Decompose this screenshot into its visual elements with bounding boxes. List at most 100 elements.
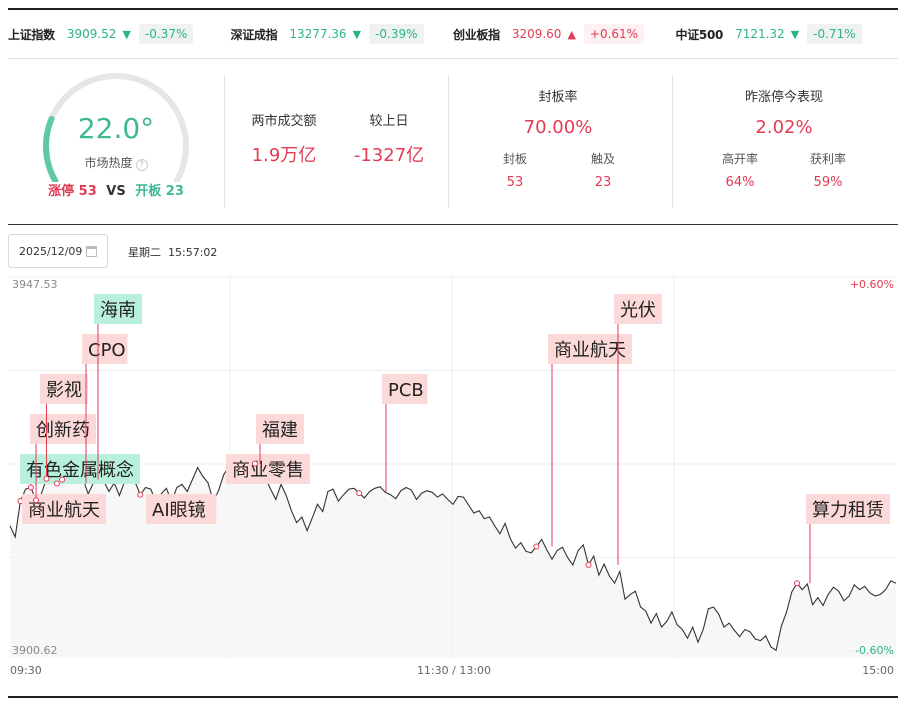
annotation-point (53, 480, 60, 487)
index-value: 3909.52 (66, 27, 117, 41)
annotation-tag[interactable]: 福建 (251, 414, 304, 467)
annotation-point (793, 580, 800, 587)
annotation-tag[interactable]: CPO (53, 334, 128, 487)
annotation-label: 创新药 (36, 420, 90, 441)
date-picker[interactable]: 2025/12/09 (8, 234, 108, 268)
high-open-label: 高开率 (721, 152, 758, 166)
profit-rate: 获利率 59% (800, 150, 856, 190)
open-board-count: 23 (165, 184, 184, 199)
index-value: 7121.32 (735, 27, 785, 41)
seal-rate-value: 70.00% (523, 117, 593, 138)
index-cyb[interactable]: 创业板指 3209.60 ▲ +0.61% (453, 24, 676, 44)
pct-bottom-label: -0.60% (855, 644, 894, 657)
annotation-bg (806, 494, 890, 524)
heat-label-row: 市场热度? (36, 154, 196, 171)
annotation-point (43, 475, 50, 482)
limit-up-label: 涨停 (48, 184, 75, 199)
annotation-tag[interactable]: 商业航天 (533, 334, 632, 550)
annotation-point (33, 497, 40, 504)
annotation-tag[interactable]: 商业航天 (17, 494, 106, 524)
index-value: 3209.60 (511, 27, 562, 41)
index-sz[interactable]: 深证成指 13277.36 ▼ -0.39% (231, 24, 454, 44)
annotation-point (27, 484, 34, 491)
annotation-bg (146, 494, 217, 524)
annotation-tag[interactable]: PCB (356, 374, 428, 497)
index-zz500[interactable]: 中证500 7121.32 ▼ -0.71% (676, 24, 899, 44)
touched-count: 触及 23 (578, 150, 628, 190)
annotation-label: 商业航天 (28, 500, 100, 521)
limit-up-vs-open: 涨停 53 VS 开板 23 (8, 180, 224, 199)
annotation-label: PCB (388, 380, 424, 401)
price-area (10, 463, 896, 658)
touched-label: 触及 (590, 152, 615, 166)
annotation-tag[interactable]: 有色金属概念 (20, 454, 140, 491)
annotation-point (533, 543, 540, 550)
annotation-label: AI眼镜 (152, 500, 206, 521)
annotation-tag[interactable]: 光伏 (585, 294, 662, 568)
sealed-count: 封板 53 (490, 150, 540, 190)
date-bar: 2025/12/09 星期二 15:57:02 (8, 234, 217, 268)
datetime-label: 星期二 15:57:02 (128, 244, 217, 260)
heat-gauge-arc (43, 73, 189, 184)
x-tick-label: 09:30 (10, 664, 42, 677)
vs-prev-value: -1327亿 (353, 145, 425, 166)
y-bottom-label: 3900.62 (12, 644, 58, 657)
annotation-tag[interactable]: AI眼镜 (137, 491, 217, 524)
index-ticker-bar: 上证指数 3909.52 ▼ -0.37% 深证成指 13277.36 ▼ -0… (8, 10, 898, 58)
vs-label: VS (106, 184, 126, 199)
heat-label: 市场热度 (84, 156, 133, 170)
time: 15:57:02 (168, 246, 218, 259)
limit-up-count: 53 (78, 184, 97, 199)
annotation-point (59, 476, 66, 483)
x-tick-label: 11:30 / 13:00 (417, 664, 491, 677)
annotation-label: 海南 (100, 300, 136, 321)
index-name: 上证指数 (8, 27, 55, 42)
market-stats-panel: 22.0° 市场热度? 涨停 53 VS 开板 23 两市成交额 1.9万亿 较… (8, 60, 898, 224)
annotation-point (585, 561, 592, 568)
high-open-rate: 高开率 64% (712, 150, 768, 190)
annotation-bg (256, 414, 304, 444)
annotation-label: 有色金属概念 (26, 459, 134, 481)
annotation-tag[interactable]: 商业零售 (226, 454, 310, 484)
annotation-point (251, 460, 258, 467)
annotation-bg (20, 454, 140, 484)
turnover-value: 1.9万亿 (251, 145, 317, 166)
yesterday-value: 2.02% (755, 117, 813, 138)
question-icon[interactable]: ? (135, 159, 148, 171)
y-top-label: 3947.53 (12, 278, 58, 291)
index-sh[interactable]: 上证指数 3909.52 ▼ -0.37% (8, 24, 231, 44)
profit-rate-value: 59% (813, 175, 843, 190)
annotation-label: 算力租赁 (812, 500, 884, 521)
calendar-icon (86, 246, 97, 257)
seal-rate-title: 封板率 (538, 90, 578, 105)
turnover-stat: 两市成交额 1.9万亿 (244, 110, 324, 167)
index-name: 深证成指 (230, 27, 278, 42)
annotation-label: 光伏 (620, 300, 656, 321)
vs-prev-title: 较上日 (369, 114, 409, 129)
sealed-label: 封板 (502, 152, 527, 166)
annotation-bg (382, 374, 428, 404)
index-change-badge: -0.39% (369, 24, 424, 44)
annotation-label: CPO (88, 340, 126, 361)
annotation-tag[interactable]: 影视 (40, 374, 88, 482)
annotation-tag[interactable]: 海南 (59, 294, 142, 483)
annotation-label: 商业零售 (232, 460, 304, 481)
annotation-point (137, 491, 144, 498)
up-arrow-icon: ▲ (567, 27, 576, 41)
seal-rate-stat: 封板率 70.00% (478, 86, 638, 138)
date-value: 2025/12/09 (19, 245, 83, 258)
annotation-bg (94, 294, 142, 324)
annotation-tag[interactable]: 算力租赁 (793, 494, 890, 587)
annotation-tag[interactable]: 创新药 (30, 414, 96, 504)
intraday-chart[interactable]: 3947.53 3900.62 +0.60% -0.60% 09:30 11:30 / 1… (8, 274, 896, 684)
heat-gauge: 22.0° 市场热度? (36, 72, 196, 184)
heat-value: 22.0° (77, 112, 155, 145)
annotation-bg (614, 294, 662, 324)
annotation-label: 福建 (262, 420, 298, 441)
vs-prev-stat: 较上日 -1327亿 (344, 110, 434, 167)
annotation-label: 商业航天 (554, 340, 626, 361)
annotation-label: 影视 (46, 380, 82, 401)
pct-top-label: +0.60% (850, 278, 894, 291)
yesterday-title: 昨涨停今表现 (744, 90, 823, 105)
annotation-bg (30, 414, 96, 444)
